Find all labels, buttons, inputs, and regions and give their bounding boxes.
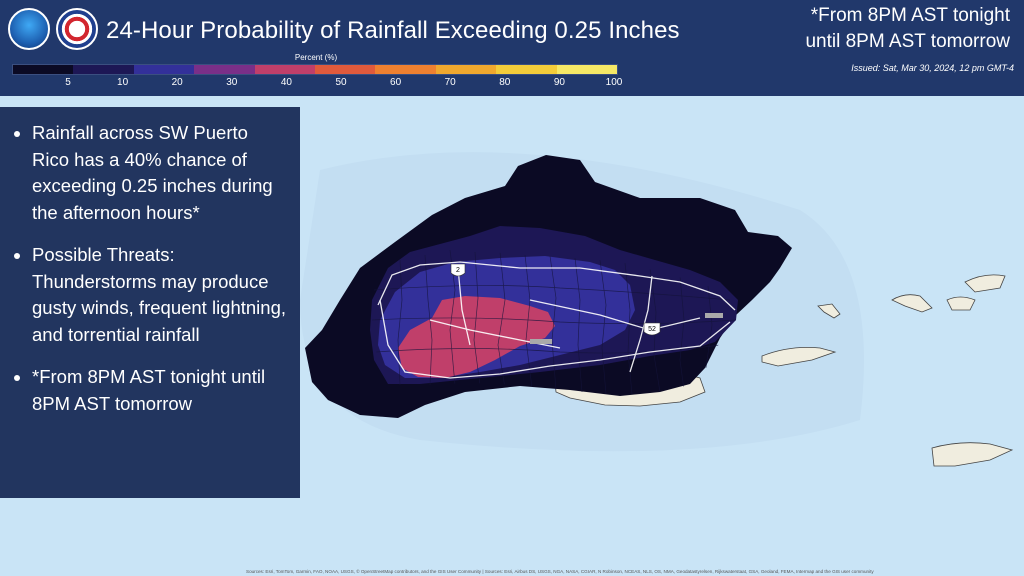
info-panel: Rainfall across SW Puerto Rico has a 40%… <box>0 107 300 498</box>
legend-tick-label: 30 <box>226 77 238 88</box>
valid-time-line-2: until 8PM AST tomorrow <box>805 31 1010 52</box>
legend-color-segment <box>133 65 195 74</box>
header-bar: 24-Hour Probability of Rainfall Exceedin… <box>0 0 1024 96</box>
legend-title: Percent (%) <box>294 53 338 62</box>
legend-color-segment <box>435 65 497 74</box>
legend-tick-label: 80 <box>499 77 511 88</box>
highways <box>377 261 736 379</box>
bullet-valid-time: *From 8PM AST tonight until 8PM AST tomo… <box>32 364 288 417</box>
legend-color-bar <box>12 64 618 75</box>
legend-tick-label: 10 <box>117 77 129 88</box>
legend-tick-label: 90 <box>553 77 565 88</box>
legend-tick-label: 20 <box>171 77 183 88</box>
nws-logo <box>56 8 98 50</box>
legend-tick-label: 50 <box>335 77 347 88</box>
issued-timestamp: Issued: Sat, Mar 30, 2024, 12 pm GMT-4 <box>851 63 1014 73</box>
bullet-rainfall-chance: Rainfall across SW Puerto Rico has a 40%… <box>32 120 288 226</box>
legend-color-segment <box>496 65 557 74</box>
legend-tick-label: 5 <box>65 77 71 88</box>
legend-color-segment <box>556 65 618 74</box>
city-marker <box>705 313 723 318</box>
road-shield-52-label: 52 <box>648 326 656 333</box>
legend-tick-label: 60 <box>390 77 402 88</box>
road-shield-2: 2 <box>450 263 466 277</box>
legend-color-segment <box>254 65 316 74</box>
legend-color-segment <box>13 65 74 74</box>
road-shield-2-label: 2 <box>456 267 460 274</box>
probability-40-percent-area <box>398 296 555 378</box>
island-st-croix <box>931 442 1014 467</box>
legend-tick-label: 100 <box>605 77 623 88</box>
legend-color-segment <box>375 65 436 74</box>
legend-tick-label: 40 <box>280 77 292 88</box>
city-marker <box>530 339 552 344</box>
island-vieques <box>761 346 837 367</box>
bullet-possible-threats: Possible Threats: Thunderstorms may prod… <box>32 242 288 348</box>
island-st-thomas <box>964 274 1006 293</box>
road-shield-52: 52 <box>643 322 661 336</box>
map-attribution: Sources: Esri, TomTom, Garmin, FAO, NOAA… <box>246 569 874 574</box>
island-cay <box>817 303 841 319</box>
legend-tick-label: 70 <box>444 77 456 88</box>
legend-color-segment <box>73 65 134 74</box>
legend-color-segment <box>194 65 255 74</box>
island-culebra-small <box>946 296 976 311</box>
island-culebra <box>891 294 933 313</box>
noaa-logo <box>8 8 50 50</box>
page-title: 24-Hour Probability of Rainfall Exceedin… <box>106 17 680 44</box>
legend-color-segment <box>315 65 376 74</box>
valid-time-line-1: *From 8PM AST tonight <box>810 5 1010 26</box>
